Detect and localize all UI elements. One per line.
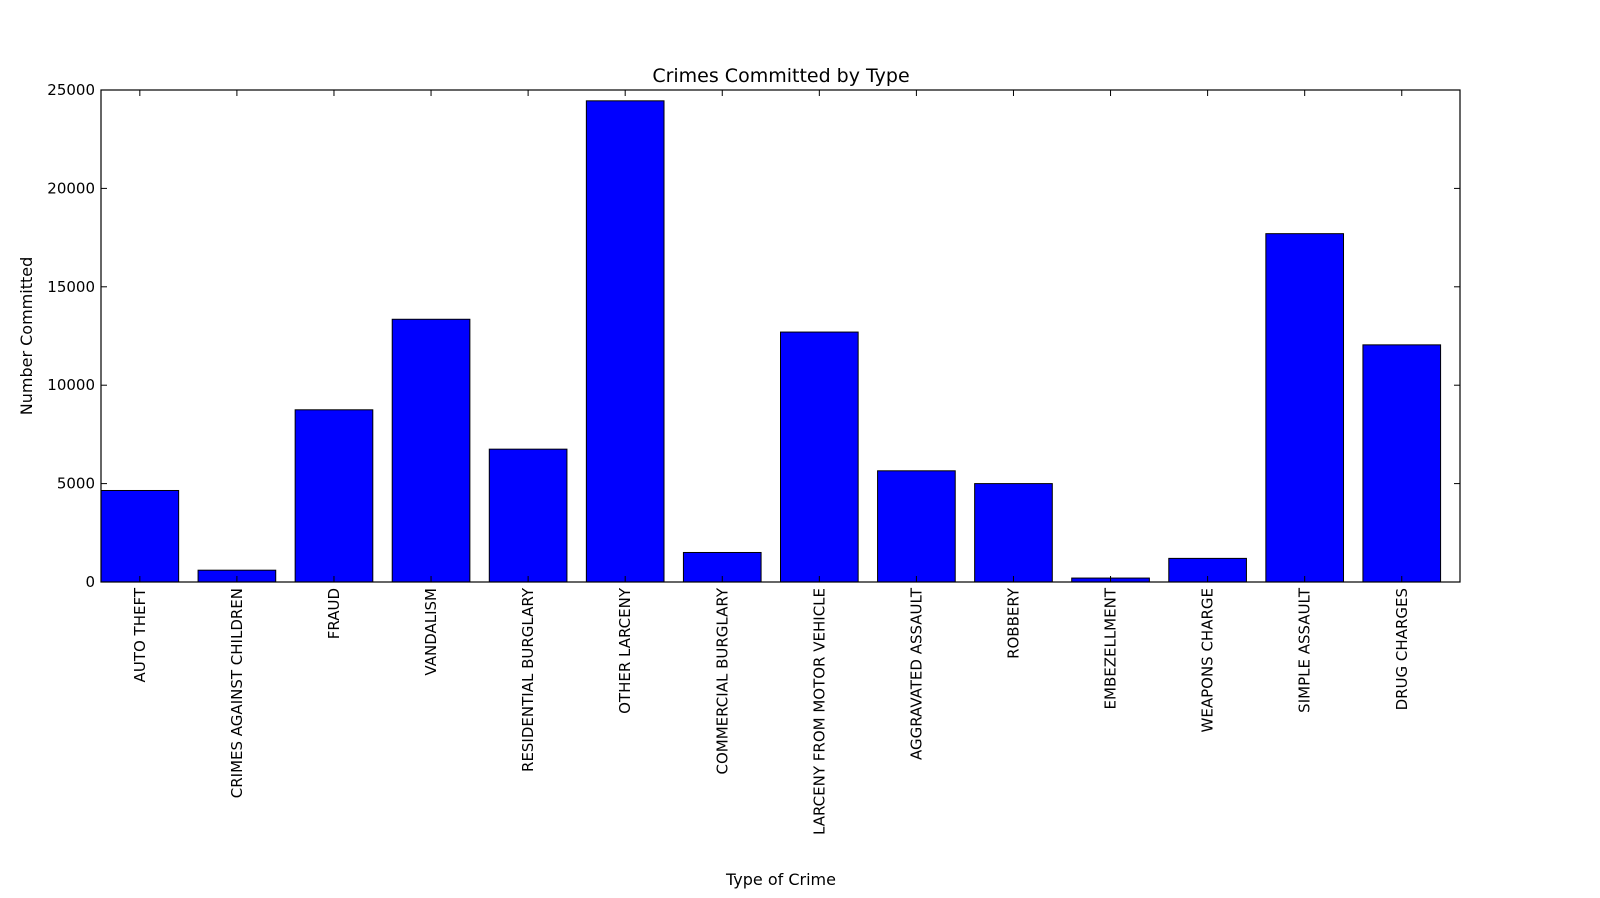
bar xyxy=(974,483,1053,583)
bar xyxy=(780,331,859,583)
bar xyxy=(100,489,180,583)
y-tick-label: 25000 xyxy=(47,81,95,99)
x-tick-label: ROBBERY xyxy=(1004,587,1022,659)
bar xyxy=(391,318,471,583)
x-tick-label: WEAPONS CHARGE xyxy=(1199,588,1217,732)
x-tick-label: FRAUD xyxy=(325,588,343,639)
y-tick-label: 0 xyxy=(85,573,95,591)
x-tick-label: EMBEZELLMENT xyxy=(1102,587,1120,709)
bar xyxy=(294,409,374,583)
x-tick-label: SIMPLE ASSAULT xyxy=(1296,587,1314,713)
bar xyxy=(877,470,956,583)
x-tick-label: AUTO THEFT xyxy=(131,587,149,682)
y-axis-label: Number Committed xyxy=(17,257,36,415)
y-tick-label: 20000 xyxy=(47,179,95,197)
x-axis: AUTO THEFT CRIMES AGAINST CHILDREN FRAUD VA… xyxy=(131,90,1411,835)
x-tick-label: AGGRAVATED ASSAULT xyxy=(907,587,925,760)
x-tick-label: CRIMES AGAINST CHILDREN xyxy=(228,588,246,798)
bars-group xyxy=(100,100,1442,583)
x-tick-label: VANDALISM xyxy=(422,588,440,676)
x-tick-label: LARCENY FROM MOTOR VEHICLE xyxy=(810,588,828,835)
bar xyxy=(1265,233,1345,583)
x-axis-label: Type of Crime xyxy=(725,870,836,889)
y-tick-label: 5000 xyxy=(57,475,95,493)
x-tick-label: COMMERCIAL BURGLARY xyxy=(713,587,731,774)
y-tick-label: 15000 xyxy=(47,278,95,296)
bar xyxy=(488,448,568,583)
bar xyxy=(1362,344,1442,583)
y-axis: 0 5000 10000 15000 20000 25000 xyxy=(47,81,1460,591)
x-tick-label: OTHER LARCENY xyxy=(616,587,634,714)
bar xyxy=(585,100,665,583)
x-tick-label: RESIDENTIAL BURGLARY xyxy=(519,587,537,772)
chart-title: Crimes Committed by Type xyxy=(652,65,909,87)
y-tick-label: 10000 xyxy=(47,376,95,394)
plot-frame xyxy=(100,89,1461,583)
x-tick-label: DRUG CHARGES xyxy=(1393,588,1411,710)
